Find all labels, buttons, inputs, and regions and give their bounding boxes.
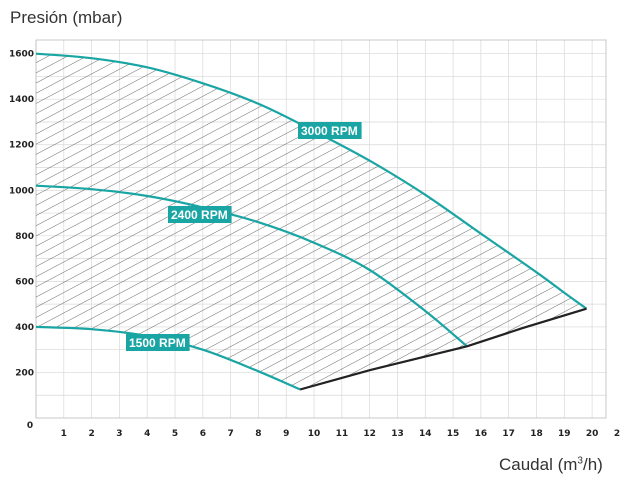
curve-labels: 3000 RPM 2400 RPM 1500 RPM xyxy=(126,122,362,351)
x-axis-title-superscript: 3 xyxy=(577,455,583,467)
x-tick-label: 15 xyxy=(447,429,460,439)
x-tick-label: 2 xyxy=(88,429,94,439)
y-tick-label: 1000 xyxy=(9,186,34,196)
hatched-operating-region xyxy=(36,53,587,390)
curve-label: 3000 RPM xyxy=(298,122,362,139)
curve-label-box xyxy=(298,122,362,139)
curve-label-text: 1500 RPM xyxy=(129,336,186,350)
x-tick-label: 9 xyxy=(283,429,289,439)
x-axis-title-unit: /h) xyxy=(582,455,603,474)
x-tick-label: 3 xyxy=(116,429,122,439)
curve-label: 1500 RPM xyxy=(126,334,190,351)
x-tick-label: 18 xyxy=(530,429,543,439)
curve-label: 2400 RPM xyxy=(168,206,232,223)
x-tick-label: 8 xyxy=(255,429,261,439)
x-tick-label: 7 xyxy=(228,429,234,439)
tick-labels: 01 2 3 4 5 6 7 8 9 10 11 12 13 14 15 16 17 18 19 20 22004006… xyxy=(9,50,620,439)
series-line-2400-rpm xyxy=(35,184,468,348)
x-tick-label: 4 xyxy=(144,429,150,439)
x-axis-title-text: Caudal (m xyxy=(499,455,578,474)
curve-label-box xyxy=(126,334,190,351)
y-tick-label: 1200 xyxy=(9,141,34,151)
series-layer xyxy=(35,52,588,391)
curve-label-box xyxy=(168,206,232,223)
y-tick-label: 400 xyxy=(15,323,34,333)
y-axis-title: Presión (mbar) xyxy=(10,8,123,27)
x-tick-label: 2 xyxy=(614,429,620,439)
hatched-area xyxy=(36,53,587,390)
series-line-min-boundary xyxy=(299,307,587,391)
x-tick-label: 6 xyxy=(200,429,206,439)
x-tick-label: 5 xyxy=(172,429,178,439)
y-tick-label: 800 xyxy=(15,232,34,242)
x-tick-label: 1 xyxy=(61,429,67,439)
y-tick-label: 1600 xyxy=(9,50,34,60)
x-tick-label: 0 xyxy=(27,421,33,431)
y-tick-label: 600 xyxy=(15,277,34,287)
x-tick-label: 10 xyxy=(308,429,321,439)
curve-label-text: 2400 RPM xyxy=(171,208,228,222)
x-tick-label: 11 xyxy=(336,429,349,439)
x-tick-label: 20 xyxy=(586,429,599,439)
x-tick-label: 16 xyxy=(475,429,488,439)
y-tick-label: 1400 xyxy=(9,95,34,105)
x-tick-label: 17 xyxy=(502,429,515,439)
curve-label-text: 3000 RPM xyxy=(301,124,358,138)
y-tick-label: 200 xyxy=(15,368,34,378)
x-axis-title: Caudal (m3/h) xyxy=(499,455,603,475)
x-tick-label: 19 xyxy=(558,429,571,439)
x-tick-label: 14 xyxy=(419,429,432,439)
series-line-3000-rpm xyxy=(35,52,588,310)
x-tick-label: 13 xyxy=(391,429,404,439)
x-tick-label: 12 xyxy=(363,429,376,439)
